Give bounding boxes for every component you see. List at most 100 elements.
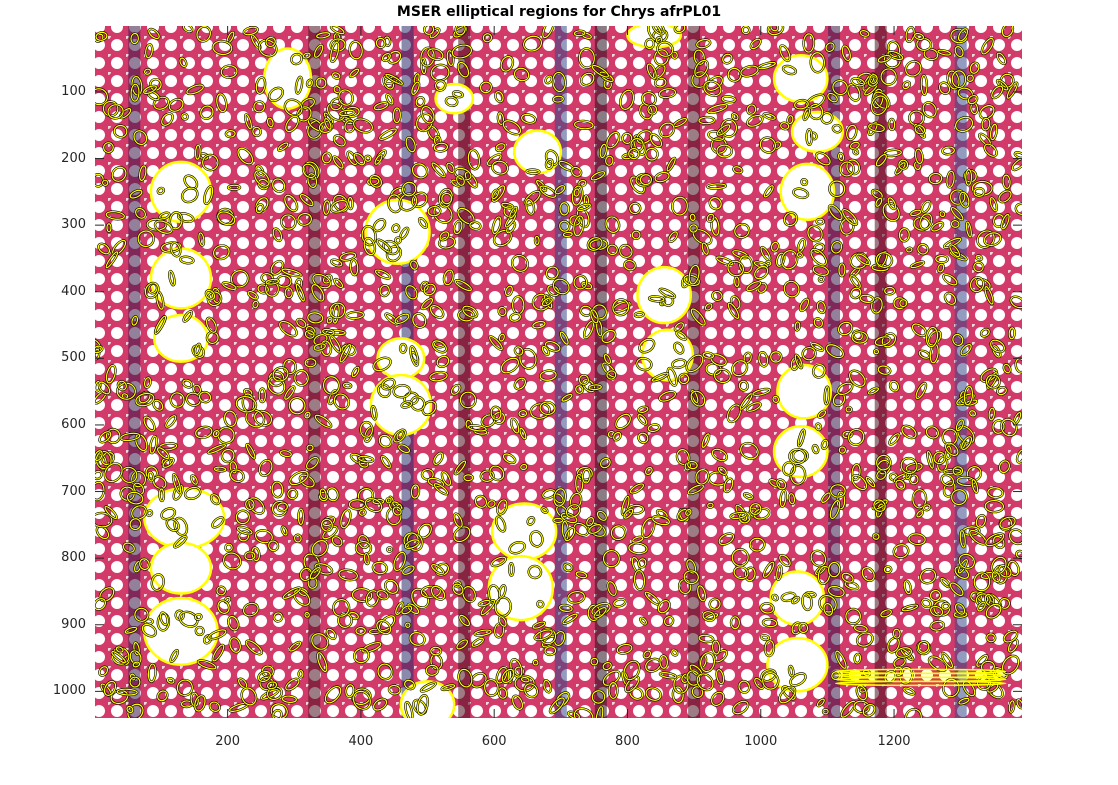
mser-ellipse [236, 526, 253, 535]
mser-ellipse [501, 668, 515, 684]
mser-ellipse [161, 112, 174, 126]
mser-ellipse [914, 148, 924, 165]
mser-ellipse [330, 259, 343, 267]
mser-ellipse [608, 681, 619, 699]
mser-ellipse [629, 483, 645, 494]
mser-ellipse [945, 445, 952, 460]
mser-ellipse [788, 493, 796, 505]
mser-ellipse [733, 566, 749, 580]
mser-ellipse [268, 87, 284, 102]
mser-ellipse [498, 306, 507, 317]
mser-ellipse [853, 700, 870, 714]
mser-ellipse [491, 160, 509, 175]
mser-ellipse [95, 470, 103, 480]
mser-ellipse [590, 657, 599, 666]
mser-ellipse [373, 218, 386, 232]
mser-ellipse [701, 433, 710, 448]
mser-ellipse [702, 352, 715, 359]
mser-ellipse [667, 367, 678, 387]
mser-ellipse [409, 632, 426, 646]
mser-ellipse [984, 286, 994, 305]
mser-ellipse [763, 185, 774, 198]
mser-ellipse [666, 157, 676, 172]
mser-ellipse [243, 26, 259, 36]
mser-ellipse [687, 460, 698, 470]
mser-ellipse [528, 565, 542, 579]
mser-ellipse [508, 541, 526, 554]
mser-ellipse [319, 488, 327, 500]
mser-ellipse [721, 95, 736, 103]
mser-ellipse [698, 634, 714, 643]
mser-ellipse [593, 607, 607, 619]
mser-ellipse [802, 33, 815, 53]
mser-ellipse [663, 616, 674, 627]
mser-ellipse [404, 539, 420, 550]
mser-ellipse [1000, 73, 1015, 88]
mser-ellipse [711, 640, 721, 655]
mser-ellipse [559, 202, 570, 216]
mser-ellipse [655, 36, 663, 44]
mser-ellipse [307, 173, 318, 189]
mser-ellipse [229, 469, 245, 483]
mser-ellipse [518, 410, 528, 418]
mser-ellipse [845, 406, 853, 413]
mser-ellipse [875, 252, 893, 268]
mser-ellipse [541, 297, 553, 307]
mser-ellipse [631, 230, 641, 240]
mser-ellipse [432, 340, 447, 353]
mser-ellipse [960, 343, 972, 356]
mser-ellipse [823, 603, 834, 616]
mser-ellipse [544, 340, 561, 352]
mser-ellipse [457, 61, 470, 78]
mser-ellipse [457, 309, 475, 322]
mser-ellipse [754, 677, 765, 690]
mser-ellipse [985, 374, 1001, 389]
mser-ellipse [313, 44, 324, 58]
mser-ellipse [561, 393, 573, 402]
mser-ellipse [919, 568, 937, 584]
mser-ellipse [338, 89, 354, 106]
y-tick-label: 300 [61, 217, 86, 233]
mser-ellipse [500, 55, 514, 72]
mser-ellipse [683, 570, 699, 585]
mser-ellipse [603, 353, 611, 365]
mser-ellipse [194, 343, 201, 356]
mser-ellipse [194, 695, 206, 712]
mser-ellipse [439, 231, 450, 241]
x-tick-label: 800 [615, 734, 640, 749]
mser-ellipse [985, 603, 1002, 619]
mser-ellipse [989, 196, 998, 212]
mser-ellipse [749, 503, 762, 515]
mser-ellipse [586, 517, 595, 527]
mser-ellipse [168, 270, 176, 286]
mser-ellipse [734, 276, 740, 288]
mser-ellipse [998, 564, 1012, 578]
mser-ellipse [258, 388, 266, 403]
mser-ellipse [869, 74, 878, 84]
mser-ellipse [222, 552, 242, 570]
mser-ellipse [203, 185, 214, 205]
mser-ellipse [641, 91, 657, 106]
mser-ellipse [770, 351, 782, 363]
mser-ellipse [95, 31, 108, 41]
mser-ellipse [168, 98, 184, 112]
mser-ellipse [358, 509, 367, 516]
mser-ellipse [306, 79, 313, 88]
mser-ellipse [491, 185, 506, 203]
mser-ellipse [840, 700, 856, 718]
mser-ellipse [657, 600, 671, 614]
mser-ellipse [778, 686, 796, 704]
mser-ellipse [524, 683, 539, 698]
mser-ellipse [828, 180, 846, 198]
mser-ellipse [672, 686, 684, 704]
mser-ellipse [925, 326, 939, 348]
mser-ellipse [154, 315, 167, 335]
mser-ellipse [104, 505, 118, 520]
mser-ellipse [832, 79, 848, 96]
mser-ellipse [332, 599, 350, 617]
mser-ellipse [827, 585, 845, 598]
mser-ellipse [961, 436, 973, 451]
mser-ellipse [1010, 296, 1022, 309]
mser-ellipse [637, 413, 648, 425]
mser-ellipse [179, 611, 198, 628]
